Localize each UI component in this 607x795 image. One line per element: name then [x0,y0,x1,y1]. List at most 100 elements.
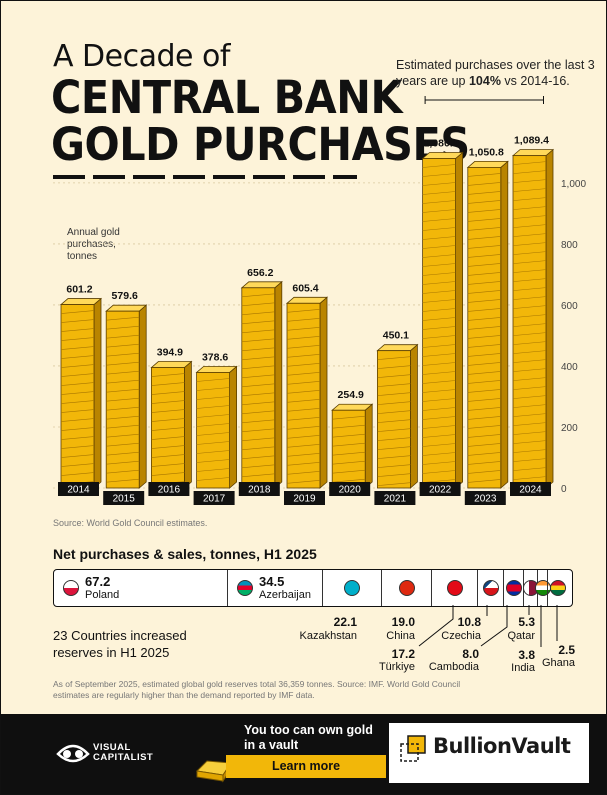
bar-stripe [422,173,456,177]
value-label: 1,089.4 [514,135,549,147]
segment-kazakhstan [322,570,382,606]
bar-stripe [377,437,411,441]
bar-stripe [151,409,185,413]
qatar-label: Qatar [507,630,535,642]
bar-stripe [286,380,321,385]
bar-stripe [286,461,321,466]
bar-stripe [241,374,275,379]
x-tick-label: 2018 [248,485,271,496]
china-value: 19.0 [391,615,415,629]
bar-stripe [106,379,140,384]
poland-flag-icon [63,580,79,596]
value-label: 254.9 [338,389,364,401]
cambodia-value: 8.0 [462,647,479,661]
bar-top [376,344,419,352]
kazakhstan-flag-icon [344,580,360,596]
bar-stripe [512,467,547,471]
bar-stripe [422,299,456,303]
bar-stripe [467,281,501,285]
bar-stripe [467,434,501,438]
ghana-flag-icon [550,580,566,596]
title-intro: A Decade of [53,39,230,74]
bar-stripe [467,461,501,465]
bar-stripe [106,370,140,375]
x-tick-label: 2020 [339,485,362,496]
bar-stripe [422,353,456,357]
bar-stripe [196,441,230,445]
bar-stripe [377,473,411,477]
bar-stripe [332,460,366,465]
bar-stripe [512,350,547,354]
net-purchases-bar: 67.2 Poland 34.5 Azerbaijan [53,569,573,607]
bar-stripe [422,236,456,240]
cambodia-label: Cambodia [428,661,479,673]
poland-label: Poland [85,589,120,601]
year-pill [329,482,371,496]
bar-stripe [241,428,275,433]
bar-stripe [467,236,501,240]
bar-stripe [512,296,547,300]
bar-stripe [60,463,95,467]
bar-stripe [512,197,547,201]
bar-stripe [286,362,321,367]
x-tick-label: 2014 [67,485,90,496]
bar-stripe [196,405,230,409]
title-line-central-bank: CENTRAL BANK [51,71,403,124]
bar-stripe [106,451,140,456]
bar-stripe [512,251,547,255]
bar-stripe [422,281,456,285]
segment-ghana [547,570,572,606]
bar-stripe [467,209,501,213]
bar-stripe [106,478,140,483]
bar-stripe [422,398,456,402]
bar-stripe [106,316,140,321]
bar-chart: 0 200 400 600 800 1,000 601.2 2014 579.6 2015 394.… [53,96,586,505]
y-tick-label: 800 [561,240,578,251]
bar-stripe [286,470,321,475]
bar-stripe [422,434,456,438]
x-tick-label: 2023 [474,494,497,505]
value-label: 450.1 [383,330,409,342]
bar-stripe [467,290,501,294]
bar-stripe [241,302,275,307]
bar-stripe [377,419,411,423]
bar-stripe [377,446,411,450]
czechia-value: 10.8 [457,615,481,629]
bar-stripe [467,227,501,231]
brand-line-visual: VISUAL [93,742,131,753]
bar-stripe [422,272,456,276]
bar-stripe [106,424,140,429]
year-pill [419,482,461,496]
year-pill [193,491,235,505]
x-tick-label: 2016 [158,485,181,496]
bar-stripe [422,389,456,393]
bar-stripe [286,353,321,358]
bar-stripe [241,311,275,316]
title-line-gold-purchases: GOLD PURCHASES [51,118,470,171]
bar-stripe [241,419,275,424]
bar-stripe [512,458,547,462]
bar-top [466,161,509,168]
bar-stripe [467,470,501,474]
segment-azerbaijan: 34.5 Azerbaijan [227,570,323,606]
bar-stripe [377,428,411,432]
bar-stripe [151,463,185,467]
x-tick-label: 2024 [519,485,542,496]
bar-stripe [151,373,185,377]
bar-stripe [286,452,321,457]
bar-stripe [467,335,501,339]
bar-stripe [286,344,321,349]
bar-stripe [241,320,275,325]
bar-stripe [467,362,501,366]
bar-stripe [467,191,501,195]
india-label: India [511,662,535,674]
bar-stripe [60,472,95,476]
learn-more-button[interactable]: Learn more [226,755,386,778]
azerbaijan-flag-icon [237,580,253,596]
bar-stripe [60,445,95,449]
bar-stripe [422,335,456,339]
poland-value: 67.2 [85,574,111,589]
bar-top [150,361,193,368]
china-flag-icon [399,580,415,596]
bar-stripe [106,469,140,474]
